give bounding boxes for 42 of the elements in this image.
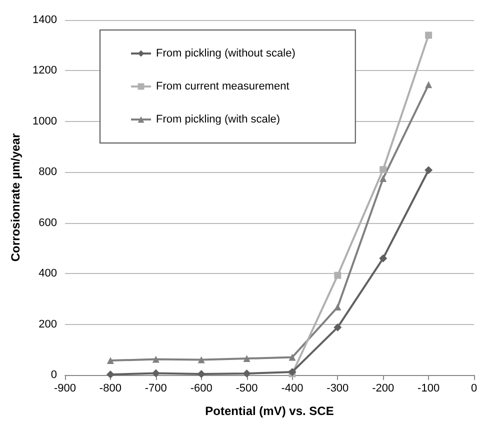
point — [379, 254, 388, 262]
y-tick-label: 400 — [38, 268, 57, 280]
legend-label: From pickling (without scale) — [156, 48, 296, 60]
point — [288, 368, 296, 376]
x-tick-label: -700 — [144, 382, 167, 394]
y-tick-label: 200 — [38, 318, 57, 330]
y-tick-label: 0 — [50, 369, 57, 381]
x-tick-label: -100 — [418, 382, 440, 394]
point — [106, 357, 114, 364]
point — [197, 370, 206, 378]
point — [152, 369, 160, 378]
point — [334, 323, 342, 332]
x-tick-label: -300 — [326, 382, 349, 394]
y-tick-label: 1000 — [32, 115, 57, 128]
legend-label: From pickling (with scale) — [156, 114, 280, 126]
x-tick-label: -400 — [281, 382, 304, 394]
y-tick-label: 800 — [38, 166, 57, 178]
point — [380, 174, 387, 182]
x-tick-label: -800 — [99, 382, 122, 394]
y-axis-title: Corrosionrate µm/year — [8, 133, 23, 262]
legend-label: From current measurement — [156, 80, 290, 92]
y-tick-label: 600 — [38, 216, 57, 229]
x-tick-label: -200 — [372, 382, 394, 394]
point — [425, 81, 432, 88]
point — [288, 354, 296, 361]
point — [198, 356, 205, 364]
point — [152, 356, 160, 363]
x-tick-label: -500 — [236, 382, 258, 394]
point — [334, 272, 342, 279]
point — [106, 370, 114, 378]
x-tick-label: -900 — [54, 382, 76, 394]
point — [380, 166, 387, 174]
x-tick-label: -600 — [190, 382, 212, 394]
x-tick-label: 0 — [470, 382, 478, 394]
y-tick-label: 1400 — [32, 14, 57, 26]
point — [242, 369, 251, 378]
point — [243, 355, 250, 362]
point — [425, 32, 432, 39]
x-axis-title: Potential (mV) vs. SCE — [205, 404, 334, 418]
y-tick-label: 1200 — [32, 64, 57, 77]
point — [424, 166, 433, 174]
point — [334, 304, 342, 311]
